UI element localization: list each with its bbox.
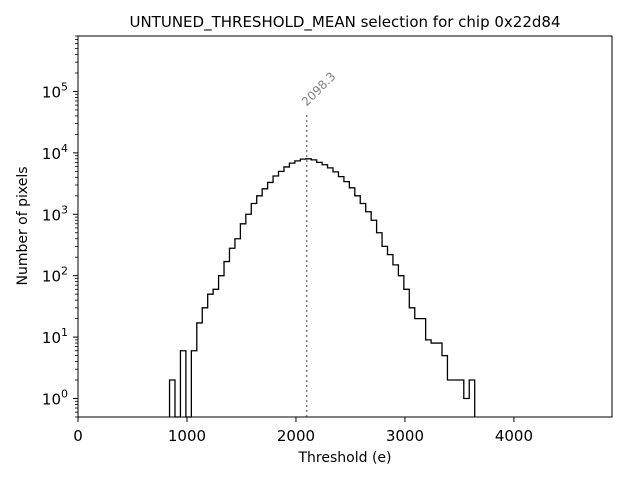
mean-marker-label: 2098.3: [299, 69, 339, 109]
x-tick-label: 3000: [386, 427, 424, 445]
histogram-outline: [168, 158, 476, 418]
x-tick-label: 4000: [495, 427, 533, 445]
y-tick-label: 103: [42, 203, 68, 224]
y-tick-label: 104: [42, 142, 68, 163]
x-axis-label: Threshold (e): [298, 450, 392, 466]
y-tick-label: 101: [42, 326, 68, 347]
x-axis: 0 1000 2000 3000 4000: [73, 417, 533, 445]
y-tick-label: 102: [42, 265, 68, 286]
plot-area: 2098.3: [168, 69, 476, 418]
chart-title: UNTUNED_THRESHOLD_MEAN selection for chi…: [129, 13, 560, 32]
y-axis: 100 101 102 103 104 105: [42, 35, 78, 418]
axes-frame: [77, 35, 613, 418]
x-tick-label: 1000: [168, 427, 206, 445]
y-tick-label: 100: [42, 388, 68, 409]
y-axis-label: Number of pixels: [15, 166, 31, 285]
y-tick-label: 105: [42, 80, 68, 101]
x-tick-label: 0: [73, 427, 83, 445]
x-tick-label: 2000: [277, 427, 315, 445]
